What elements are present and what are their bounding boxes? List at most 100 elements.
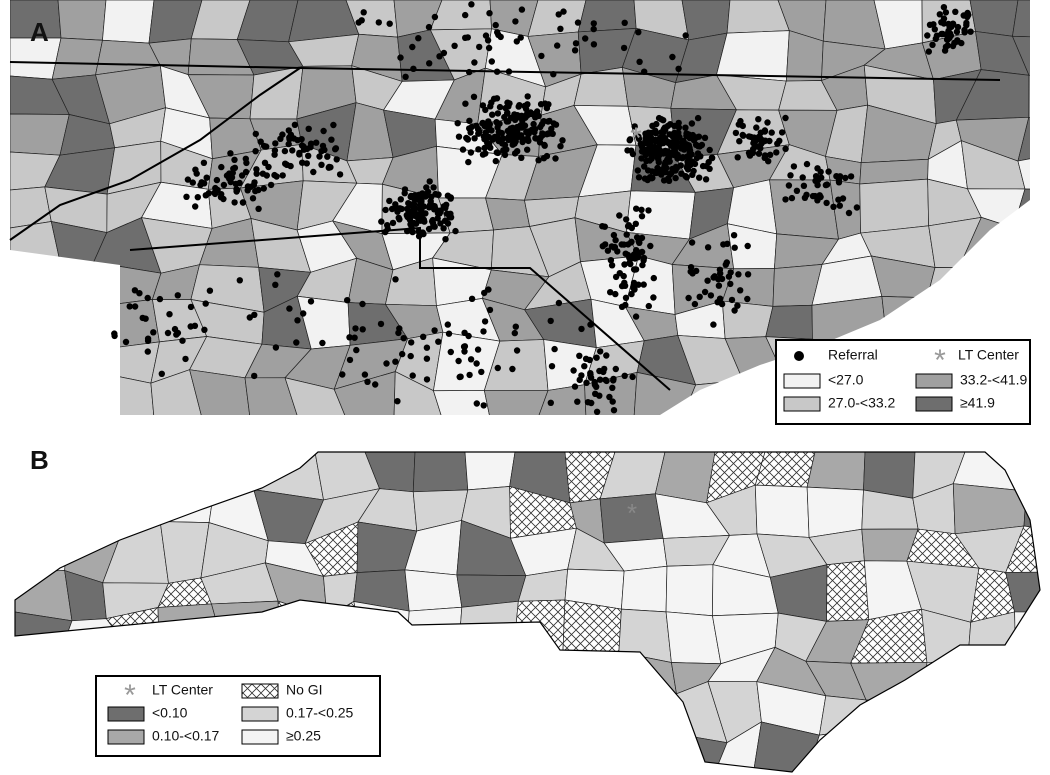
referral-dot (285, 127, 292, 134)
referral-dot (734, 154, 741, 161)
referral-dot (144, 294, 151, 302)
county (500, 683, 565, 741)
referral-dot (220, 181, 228, 189)
referral-dot (803, 160, 811, 168)
referral-dot (324, 153, 331, 160)
referral-dot (213, 176, 221, 184)
county (405, 651, 479, 703)
county (550, 735, 627, 772)
referral-dot (678, 143, 685, 150)
county (1011, 35, 1030, 77)
referral-dot (194, 194, 201, 201)
referral-dot (689, 270, 696, 277)
county (1005, 571, 1040, 613)
referral-dot (665, 177, 673, 184)
referral-dot (610, 407, 618, 414)
referral-dot (179, 337, 186, 344)
legend-swatch (107, 706, 145, 722)
referral-dot (610, 231, 618, 239)
referral-dot (286, 134, 293, 141)
referral-dot (392, 358, 399, 365)
county (249, 65, 304, 120)
county (562, 651, 620, 685)
county (999, 731, 1040, 772)
map-a (10, 0, 1030, 415)
referral-dot (518, 124, 525, 131)
referral-dot (488, 127, 495, 134)
referral-dot (463, 134, 470, 142)
county (1014, 651, 1040, 693)
referral-dot (755, 116, 762, 123)
referral-dot (236, 277, 243, 284)
referral-dot (623, 231, 630, 238)
referral-dot (394, 208, 401, 215)
referral-dot (606, 393, 613, 401)
referral-dot (570, 367, 577, 374)
referral-dot (954, 37, 961, 44)
referral-dot (560, 8, 567, 15)
referral-dot (442, 204, 449, 211)
referral-dot (430, 223, 437, 230)
referral-dot (782, 196, 789, 203)
county (101, 452, 166, 492)
referral-dot (675, 65, 682, 73)
referral-dot (753, 124, 760, 131)
referral-dot (773, 149, 780, 156)
county (51, 37, 103, 80)
county (1004, 265, 1030, 305)
referral-dot (799, 174, 806, 181)
referral-dot (667, 171, 674, 178)
referral-dot (682, 173, 689, 180)
referral-dot (637, 140, 644, 148)
referral-dot (638, 248, 646, 256)
legend-swatch (241, 706, 279, 722)
referral-dot (318, 148, 325, 155)
referral-dot (481, 318, 489, 325)
referral-dot (825, 168, 832, 175)
referral-dot (624, 241, 632, 248)
referral-dot (242, 168, 250, 176)
referral-dot (485, 44, 493, 52)
referral-dot (426, 178, 433, 185)
referral-dot (607, 289, 614, 296)
referral-dot (675, 129, 682, 136)
referral-dot (942, 9, 950, 16)
referral-dot (944, 36, 951, 43)
referral-dot (656, 141, 664, 148)
referral-dot (271, 151, 278, 158)
referral-dot (249, 195, 257, 202)
referral-dot (924, 32, 931, 39)
county (257, 763, 322, 772)
referral-dot (925, 48, 932, 55)
referral-dot (513, 347, 521, 354)
referral-dot (945, 20, 952, 28)
referral-dot (265, 163, 272, 171)
county (10, 297, 73, 345)
referral-dot (425, 204, 433, 211)
referral-dot (409, 203, 417, 210)
referral-dot (435, 338, 442, 345)
referral-dot (410, 65, 417, 73)
referral-dot (702, 176, 710, 183)
referral-dot (509, 365, 516, 373)
referral-dot (226, 170, 233, 177)
county (66, 488, 120, 541)
referral-dot (462, 34, 469, 41)
referral-dot (725, 273, 733, 280)
referral-dot (652, 136, 659, 143)
referral-dot (466, 117, 473, 125)
referral-dot (590, 41, 598, 48)
referral-dot (192, 203, 199, 210)
referral-dot (346, 334, 353, 341)
county (402, 726, 478, 772)
referral-dot (400, 335, 407, 342)
referral-dot (202, 192, 209, 199)
referral-dot (555, 11, 562, 18)
referral-dot (727, 280, 734, 288)
referral-dot (512, 18, 519, 25)
referral-dot (744, 271, 752, 278)
referral-dot (695, 133, 703, 140)
referral-dot (540, 118, 547, 125)
referral-dot (502, 104, 509, 112)
county (15, 680, 63, 733)
